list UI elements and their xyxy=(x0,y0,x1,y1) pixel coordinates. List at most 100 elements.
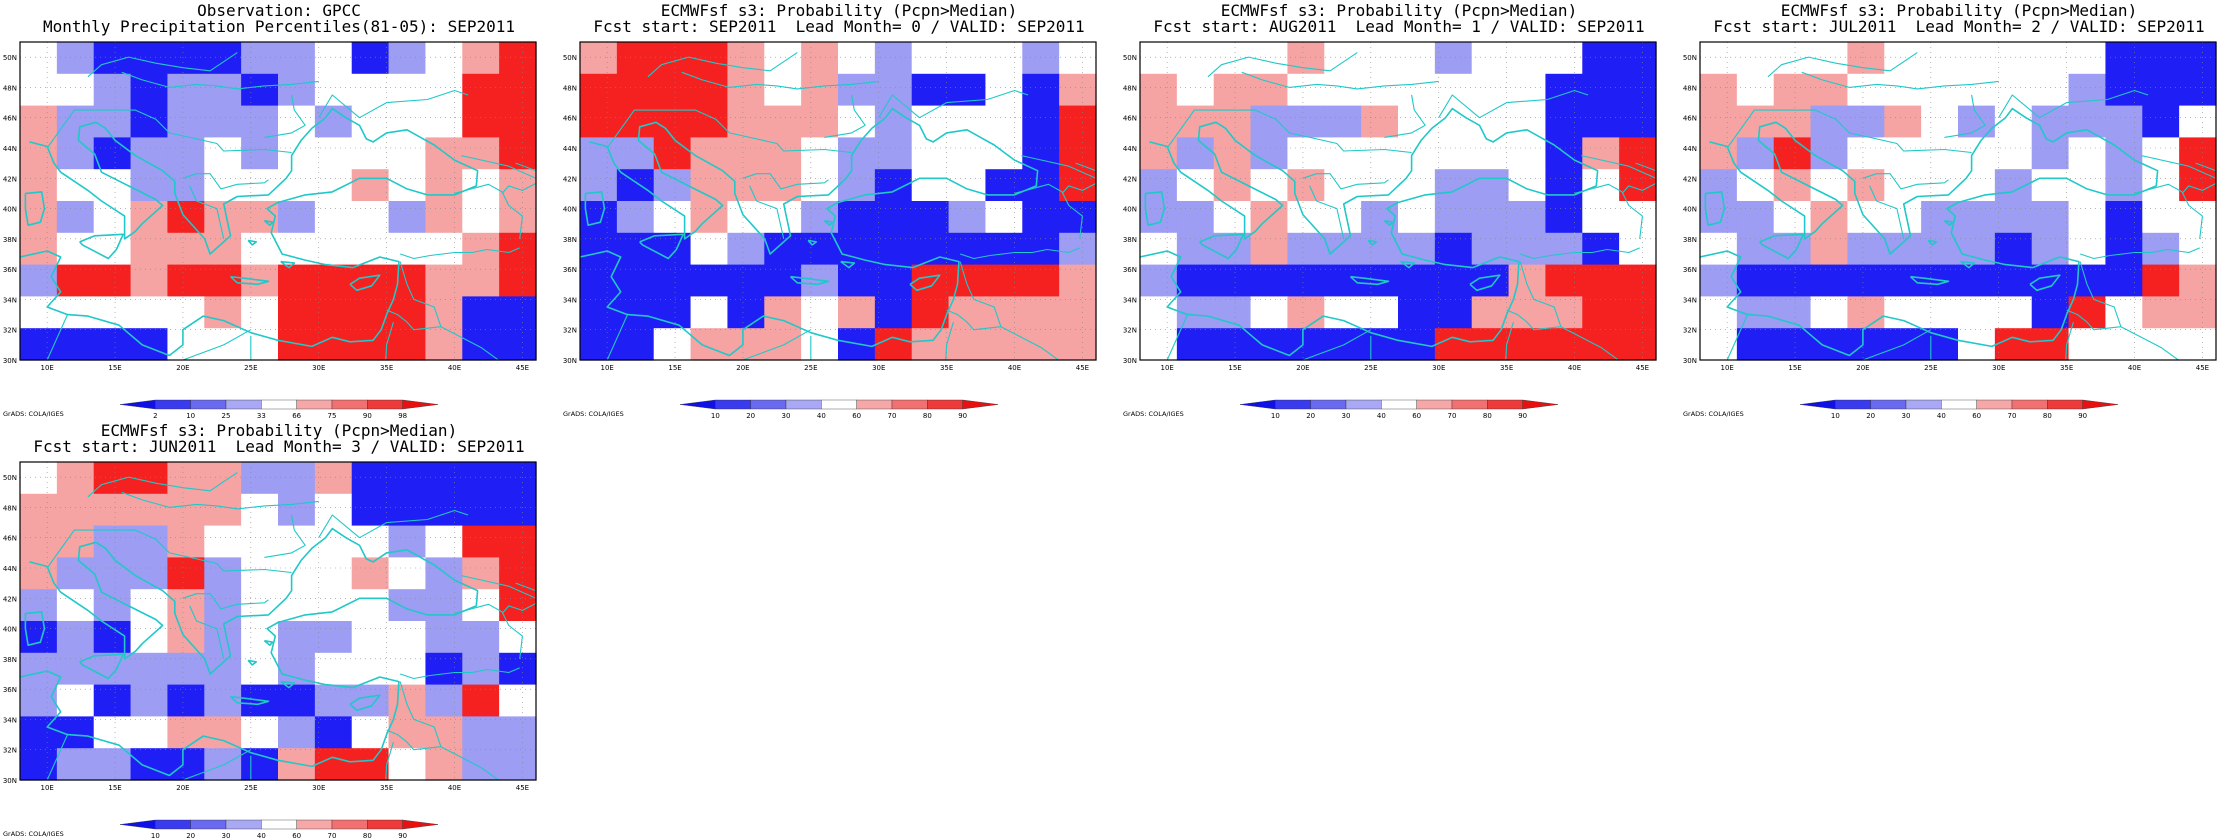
colorbar-segment xyxy=(225,819,262,830)
grid-cell xyxy=(1884,328,1922,361)
coastline xyxy=(1383,219,1394,226)
grid-cell xyxy=(20,462,58,495)
grid-cell xyxy=(1582,169,1620,202)
grid-cell xyxy=(1059,169,1097,202)
grid-cell xyxy=(1958,73,1996,107)
longitude-tick-label: 10E xyxy=(1160,364,1173,372)
grid-cell xyxy=(1847,169,1885,202)
grid-cell xyxy=(1361,328,1399,361)
grid-cell xyxy=(351,42,390,75)
grid-cell xyxy=(2068,105,2107,138)
longitude-tick-label: 25E xyxy=(1364,364,1377,372)
latitude-tick-label: 42N xyxy=(1123,175,1137,183)
grid-cell xyxy=(314,684,353,717)
grid-cell xyxy=(1213,169,1252,202)
longitude-tick-label: 35E xyxy=(940,364,953,372)
latitude-tick-label: 30N xyxy=(1683,357,1697,365)
longitude-tick-label: 40E xyxy=(448,784,461,792)
border-line xyxy=(1720,314,1749,360)
grid-cell xyxy=(1810,296,1849,329)
latitude-tick-label: 46N xyxy=(1123,115,1137,123)
border-line xyxy=(87,472,238,498)
grid-cell xyxy=(1059,201,1097,234)
border-line xyxy=(182,329,252,360)
grid-cell xyxy=(1582,42,1620,75)
grid-cell xyxy=(2105,105,2143,138)
grid-cell xyxy=(1810,328,1849,361)
border-line xyxy=(600,314,629,360)
grid-cell xyxy=(985,296,1023,329)
coastline xyxy=(247,659,258,666)
grid-cell xyxy=(278,652,316,686)
map-panel-lead1: ECMWFsf s3: Probability (Pcpn>Median) Fcs… xyxy=(1120,0,1678,420)
grid-cell xyxy=(1059,105,1097,138)
colorbar-segment xyxy=(119,819,156,830)
grid-cell xyxy=(241,137,279,170)
grid-cell xyxy=(764,105,802,138)
grid-cell xyxy=(1619,73,1657,107)
grid-cell xyxy=(1434,264,1473,297)
latitude-tick-label: 48N xyxy=(1683,84,1697,92)
coastline xyxy=(1909,275,1950,286)
grid-cell xyxy=(462,105,500,138)
grid-cell xyxy=(1471,232,1510,266)
coastline xyxy=(550,103,558,232)
grid-cell xyxy=(204,42,242,75)
grid-cell xyxy=(1022,105,1060,138)
coastline xyxy=(24,191,46,226)
grid-cell xyxy=(1884,42,1922,75)
grid-cell xyxy=(838,201,876,234)
grid-cell xyxy=(1022,42,1060,75)
colorbar-label: 70 xyxy=(328,832,337,840)
grid-cell xyxy=(1471,42,1510,75)
grid-cell xyxy=(1471,201,1510,234)
latitude-tick-label: 46N xyxy=(1683,115,1697,123)
grid-cell xyxy=(20,73,58,107)
grid-cell xyxy=(874,296,913,329)
grid-cell xyxy=(1545,328,1583,361)
border-line xyxy=(2134,183,2203,239)
grid-cell xyxy=(2105,232,2143,266)
grid-cell xyxy=(499,621,537,654)
grid-cell xyxy=(948,264,987,297)
latitude-tick-label: 38N xyxy=(563,236,577,244)
map-frame xyxy=(1139,41,1657,361)
border-line xyxy=(189,185,225,240)
grid-cell xyxy=(241,105,279,138)
colorbar-label: 40 xyxy=(1377,412,1386,420)
panel-title-line2: Fcst start: AUG2011 Lead Month= 1 / VALI… xyxy=(1153,17,1645,36)
coastline xyxy=(789,275,830,286)
grid-cell xyxy=(1398,264,1436,297)
grid-cell xyxy=(2068,169,2107,202)
grid-cell xyxy=(204,73,242,107)
longitude-tick-label: 10E xyxy=(40,364,53,372)
grid-cell xyxy=(1022,201,1060,234)
coastline xyxy=(349,694,381,712)
grid-cell xyxy=(948,296,987,329)
grid-cell xyxy=(653,264,692,297)
grid-cell xyxy=(20,589,58,622)
colorbar-segment xyxy=(1835,399,1871,410)
grid-cell xyxy=(653,201,692,234)
grid-cell xyxy=(616,137,655,170)
longitude-tick-label: 10E xyxy=(40,784,53,792)
latitude-tick-label: 40N xyxy=(563,206,577,214)
grid-cell xyxy=(874,201,913,234)
grid-cell xyxy=(93,557,132,590)
grid-cell xyxy=(2142,42,2180,75)
grid-cell xyxy=(838,105,876,138)
coastline xyxy=(229,695,270,706)
grid-cell xyxy=(56,73,95,107)
border-line xyxy=(40,314,69,360)
grid-cell xyxy=(167,73,205,107)
grid-cell xyxy=(1847,105,1885,138)
grid-cell xyxy=(1958,296,1996,329)
grid-cell xyxy=(1361,73,1399,107)
grid-cell xyxy=(1287,105,1325,138)
border-line xyxy=(1998,89,2149,119)
grid-cell xyxy=(130,42,169,75)
grid-cell xyxy=(1545,42,1583,75)
grid-cell xyxy=(56,137,95,170)
colorbar-label: 60 xyxy=(1972,412,1981,420)
grid-cell xyxy=(985,232,1023,266)
